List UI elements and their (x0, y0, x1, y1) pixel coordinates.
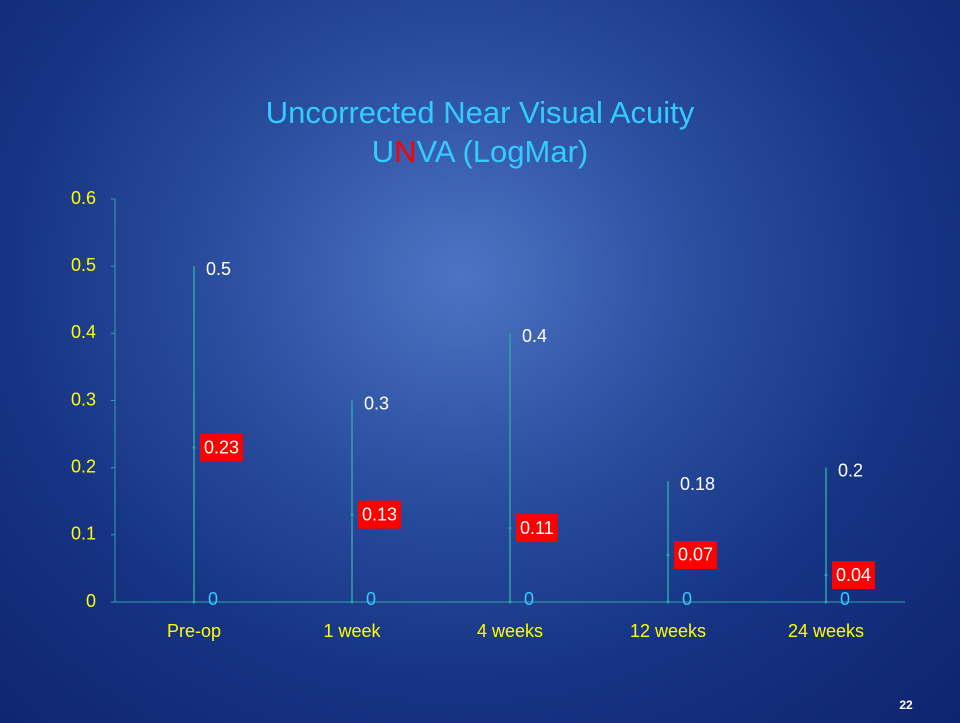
point (192, 600, 196, 604)
data-label-box (516, 514, 558, 543)
data-label: 0.04 (836, 565, 871, 585)
data-label: 0.3 (364, 393, 389, 413)
data-label: 0.13 (362, 504, 397, 524)
x-tick-label: 24 weeks (788, 621, 864, 641)
subtitle-part: VA (LogMar) (417, 134, 589, 169)
x-tick-label: 12 weeks (630, 621, 706, 641)
point (508, 600, 512, 604)
data-label: 0 (524, 589, 534, 609)
data-label: 0.5 (206, 259, 231, 279)
point (508, 526, 512, 530)
point (350, 600, 354, 604)
data-label: 0.4 (522, 326, 547, 346)
data-label: 0.11 (520, 518, 554, 538)
data-label: 0 (366, 589, 376, 609)
data-label: 0.18 (680, 474, 715, 494)
point (350, 513, 354, 517)
data-label: 0.07 (678, 545, 713, 565)
x-tick-label: Pre-op (167, 621, 221, 641)
data-label: 0.2 (838, 460, 863, 480)
chart-subtitle: UNVA (LogMar) (372, 134, 589, 169)
data-label-box (674, 540, 718, 569)
point (666, 553, 670, 557)
point (192, 446, 196, 450)
chart-title: Uncorrected Near Visual Acuity (266, 95, 695, 130)
x-tick-label: 1 week (323, 621, 381, 641)
x-tick-label: 4 weeks (477, 621, 543, 641)
subtitle-part: U (372, 134, 394, 169)
subtitle-part: N (394, 134, 416, 169)
y-tick-label: 0.3 (71, 389, 96, 409)
data-label-box (832, 561, 876, 590)
y-tick-label: 0 (86, 591, 96, 611)
data-label: 0 (682, 589, 692, 609)
point (824, 573, 828, 577)
data-label: 0 (840, 589, 850, 609)
page-number: 22 (899, 698, 913, 712)
y-tick-label: 0.2 (71, 456, 96, 476)
y-tick-label: 0.5 (71, 255, 96, 275)
data-label-box (200, 433, 244, 462)
y-tick-label: 0.6 (71, 188, 96, 208)
data-label: 0 (208, 589, 218, 609)
point (666, 600, 670, 604)
y-tick-label: 0.1 (71, 524, 96, 544)
data-label-box (358, 500, 402, 529)
y-tick-label: 0.4 (71, 322, 96, 342)
data-label: 0.23 (204, 437, 239, 457)
point (824, 600, 828, 604)
